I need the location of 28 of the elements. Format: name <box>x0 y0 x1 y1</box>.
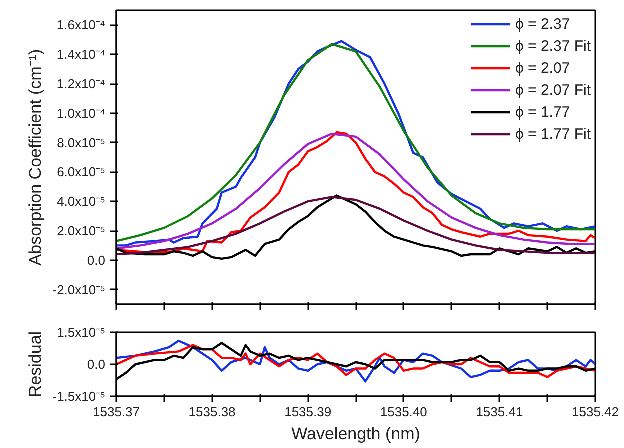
y-tick-label: -1.5x10⁻⁵ <box>52 389 106 404</box>
x-tick-label: 1535.37 <box>93 404 140 420</box>
y-tick-label: 6.0x10⁻⁵ <box>57 164 106 180</box>
legend-label: ϕ = 1.77 Fit <box>515 126 591 142</box>
y-axis-title: Absorption Coefficient (cm⁻¹) <box>26 49 45 266</box>
legend-label: ϕ = 1.77 <box>515 104 570 120</box>
y-axis-title: Residual <box>26 331 45 398</box>
x-tick-label: 1535.40 <box>380 404 428 420</box>
legend-label: ϕ = 2.07 Fit <box>515 82 591 98</box>
y-tick-label: 1.6x10⁻⁴ <box>56 18 106 33</box>
x-tick-label: 1535.38 <box>188 404 236 420</box>
legend-label: ϕ = 2.37 <box>515 16 570 32</box>
legend-label: ϕ = 2.37 Fit <box>515 38 591 54</box>
y-tick-label: 8.0x10⁻⁵ <box>57 135 106 150</box>
x-tick-label: 1535.42 <box>572 404 620 420</box>
y-tick-label: 4.0x10⁻⁵ <box>57 194 106 210</box>
y-tick-label: 1.2x10⁻⁴ <box>56 76 106 92</box>
x-axis-title: Wavelength (nm) <box>292 424 420 444</box>
legend-label: ϕ = 2.07 <box>515 60 570 76</box>
x-tick-label: 1535.41 <box>476 404 524 420</box>
y-tick-label: 1.4x10⁻⁴ <box>56 47 106 62</box>
y-tick-label: 1.5x10⁻⁵ <box>57 325 106 340</box>
y-tick-label: -2.0x10⁻⁵ <box>52 282 106 298</box>
y-tick-label: 1.0x10⁻⁴ <box>56 106 106 121</box>
y-tick-label: 0.0 <box>87 252 106 268</box>
x-tick-label: 1535.39 <box>284 404 332 420</box>
y-tick-label: 0.0 <box>87 357 106 372</box>
y-tick-label: 2.0x10⁻⁵ <box>57 224 106 238</box>
